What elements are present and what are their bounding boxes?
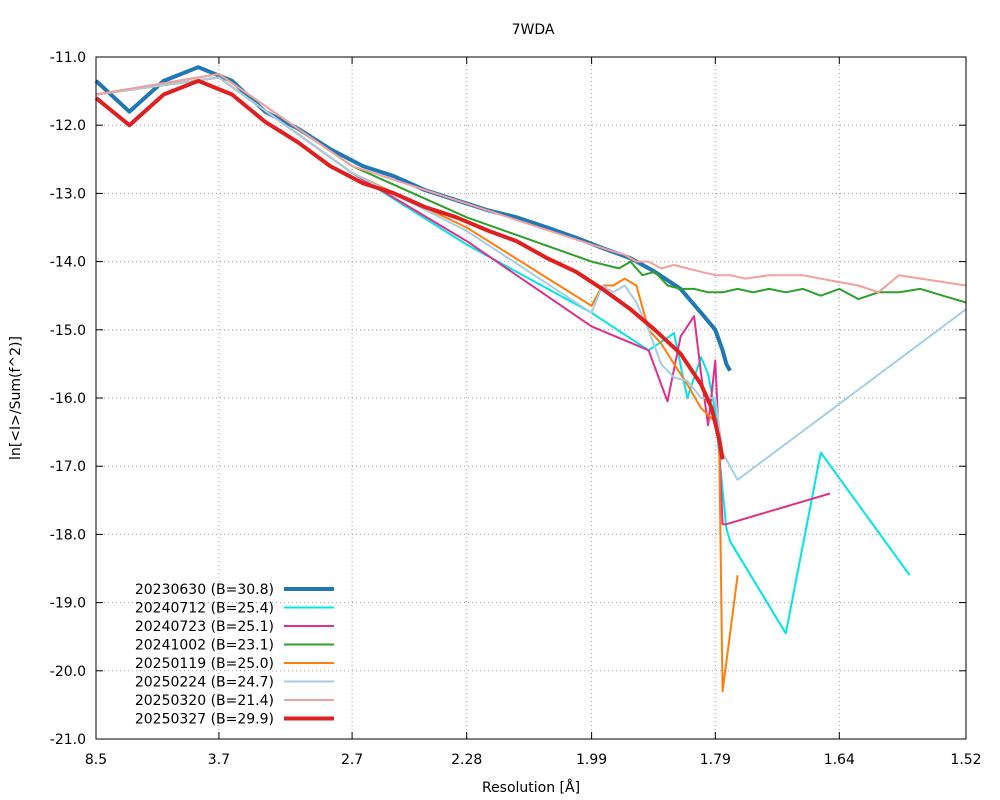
x-tick-label: 1.79	[700, 752, 731, 768]
x-tick-label: 2.28	[451, 752, 482, 768]
x-tick-label: 1.64	[824, 752, 855, 768]
series-line-8	[94, 78, 725, 460]
x-tick-label: 2.7	[341, 752, 363, 768]
legend-label: 20230630 (B=30.8)	[135, 582, 274, 598]
y-axis-title: ln[<I>/Sum(f^2)]	[8, 336, 24, 460]
series-line-4	[95, 73, 967, 304]
y-axis: -11.0 -12.0 -13.0 -14.0 -15.0 -16.0 -17.0 -18.0…	[50, 50, 966, 748]
legend-label: 20240712 (B=25.4)	[135, 601, 274, 617]
legend-label: 20250320 (B=21.4)	[135, 693, 274, 709]
y-tick-label: -17.0	[50, 459, 86, 475]
x-axis: 8.5 3.7 2.7 2.28 1.99 1.79 1.64 1.52	[85, 57, 982, 768]
legend-label: 20250327 (B=29.9)	[135, 712, 274, 728]
series-line-7	[95, 73, 967, 294]
y-tick-label: -21.0	[50, 732, 86, 748]
legend-label: 20240723 (B=25.1)	[135, 619, 274, 635]
x-tick-label: 1.52	[950, 752, 981, 768]
legend-label: 20250224 (B=24.7)	[135, 675, 274, 691]
y-tick-label: -14.0	[50, 255, 86, 271]
legend-label: 20241002 (B=23.1)	[135, 638, 274, 654]
series-line-6	[95, 76, 967, 481]
legend: 20230630 (B=30.8) 20240712 (B=25.4) 202407…	[135, 582, 334, 728]
x-axis-title: Resolution [Å]	[482, 779, 580, 796]
y-tick-label: -15.0	[50, 323, 86, 339]
y-tick-label: -13.0	[50, 186, 86, 202]
series-group	[94, 65, 967, 693]
grid	[95, 56, 967, 740]
x-tick-label: 3.7	[208, 752, 230, 768]
y-tick-label: -16.0	[50, 391, 86, 407]
series-line-2	[95, 76, 911, 635]
y-tick-label: -18.0	[50, 527, 86, 543]
chart-title: 7WDA	[512, 22, 555, 38]
y-tick-label: -20.0	[50, 664, 86, 680]
x-tick-label: 8.5	[85, 752, 107, 768]
y-tick-label: -19.0	[50, 596, 86, 612]
y-tick-label: -11.0	[50, 50, 86, 66]
x-tick-label: 1.99	[576, 752, 607, 768]
y-tick-label: -12.0	[50, 118, 86, 134]
legend-label: 20250119 (B=25.0)	[135, 656, 274, 672]
